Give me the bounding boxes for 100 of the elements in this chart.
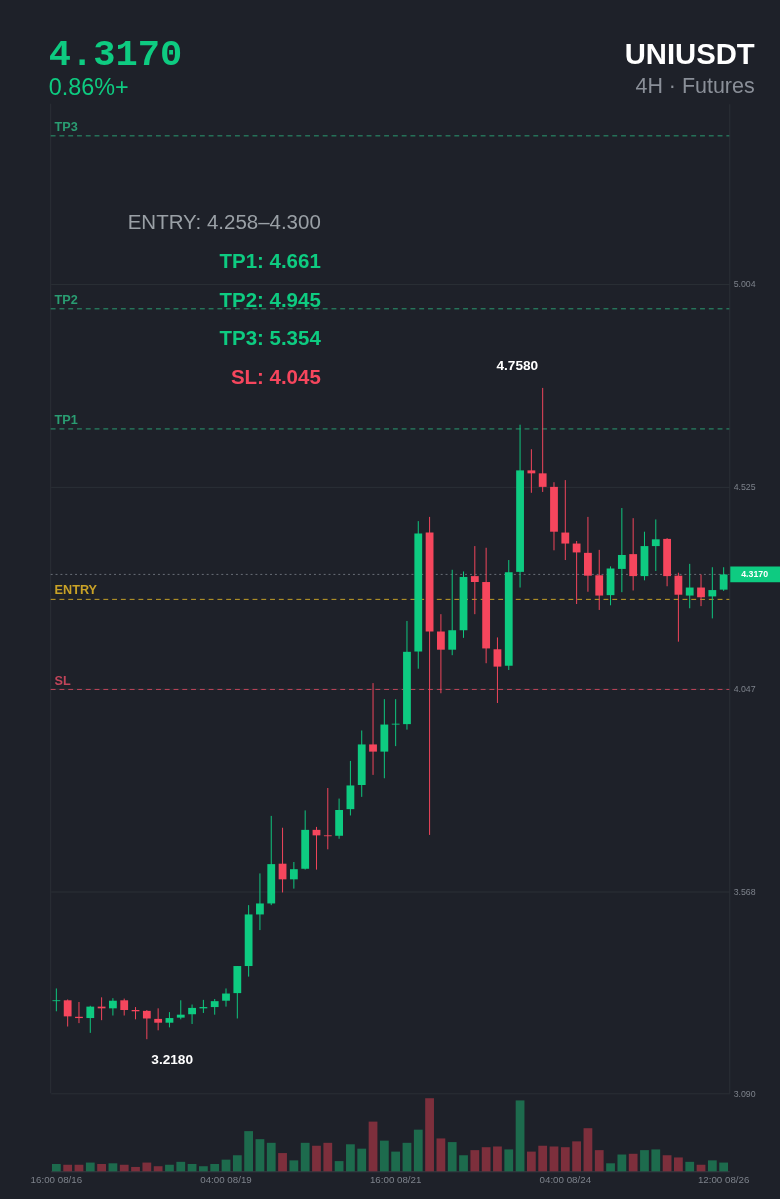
bar xyxy=(244,1131,254,1172)
bar xyxy=(51,1164,61,1172)
candlestick xyxy=(346,760,355,816)
bar xyxy=(357,1148,367,1172)
bar xyxy=(560,1147,570,1172)
bar xyxy=(131,1166,140,1172)
bar xyxy=(707,1160,717,1172)
candlestick xyxy=(369,682,377,776)
candlestick xyxy=(685,563,694,609)
bar xyxy=(662,1155,672,1172)
bar xyxy=(153,1166,163,1172)
annotation: ENTRY: 4.258–4.300 xyxy=(127,210,321,234)
bar xyxy=(108,1163,118,1172)
candlestick xyxy=(674,572,683,643)
y-tick-label: 3.568 xyxy=(733,886,756,897)
candlestick xyxy=(708,566,717,619)
bar xyxy=(210,1164,220,1172)
chart-title: UNIUSDT xyxy=(624,37,755,70)
candlestick xyxy=(527,448,536,494)
candlestick xyxy=(617,507,626,593)
bar xyxy=(583,1128,593,1172)
bar xyxy=(119,1164,129,1172)
bar xyxy=(481,1147,491,1172)
text: 0.86%+ xyxy=(48,73,129,100)
bar xyxy=(549,1146,559,1172)
candlestick xyxy=(584,516,592,593)
candlestick xyxy=(256,872,264,931)
annotation: 4.7580 xyxy=(496,358,539,374)
bar xyxy=(685,1161,695,1172)
bar xyxy=(447,1142,457,1172)
bar xyxy=(413,1129,423,1172)
candlestick xyxy=(436,613,445,694)
bar xyxy=(97,1164,106,1172)
candlestick xyxy=(697,573,705,607)
candlestick xyxy=(289,861,298,890)
ref-line-label: TP1 xyxy=(54,413,78,428)
candlestick xyxy=(651,518,660,572)
candlestick xyxy=(188,1004,196,1025)
bar xyxy=(85,1162,95,1172)
bar xyxy=(199,1166,208,1172)
ref-line-label: ENTRY xyxy=(54,583,98,598)
bar xyxy=(255,1139,265,1172)
x-tick-label: 04:00 08/24 xyxy=(539,1173,592,1185)
bar xyxy=(504,1149,514,1172)
bar xyxy=(266,1142,276,1172)
candlestick xyxy=(572,540,581,605)
ref-line-label: 4.3170 xyxy=(741,569,769,580)
candlestick xyxy=(493,636,502,704)
candlestick xyxy=(470,545,479,615)
x-tick-label: 04:00 08/19 xyxy=(200,1173,252,1185)
bar xyxy=(674,1157,683,1172)
y-tick-label: 4.525 xyxy=(733,481,756,492)
bar xyxy=(628,1153,638,1172)
bar xyxy=(289,1160,299,1172)
candlestick xyxy=(142,1009,151,1040)
ref-line-label: SL xyxy=(54,673,72,688)
bar xyxy=(538,1145,548,1172)
y-tick-label: 5.004 xyxy=(733,279,756,290)
bar xyxy=(379,1140,389,1172)
ref-line-label: TP3 xyxy=(54,119,78,134)
bar xyxy=(300,1142,310,1172)
bar xyxy=(493,1146,502,1172)
candlestick xyxy=(222,987,230,1008)
bar xyxy=(651,1149,661,1172)
candlestick xyxy=(323,787,332,850)
bar xyxy=(63,1164,73,1172)
bar xyxy=(176,1161,186,1172)
bar xyxy=(572,1141,581,1172)
candlestick xyxy=(391,698,400,747)
bar xyxy=(459,1155,468,1172)
bar xyxy=(515,1100,525,1172)
candlestick xyxy=(154,1007,163,1031)
candlestick xyxy=(176,999,185,1020)
bar xyxy=(719,1162,729,1172)
bar xyxy=(346,1144,355,1172)
y-tick-label: 3.090 xyxy=(733,1088,756,1099)
annotation: SL: 4.045 xyxy=(230,364,321,388)
bar xyxy=(594,1150,604,1172)
bar xyxy=(402,1142,412,1172)
bar xyxy=(606,1163,615,1172)
y-tick-label: 4.047 xyxy=(733,684,756,695)
bar xyxy=(617,1154,627,1172)
candlestick xyxy=(595,549,604,611)
candlestick xyxy=(561,479,570,561)
candlestick xyxy=(719,566,728,592)
annotation: 3.2180 xyxy=(151,1051,194,1067)
bar xyxy=(312,1145,321,1172)
x-tick-label: 16:00 08/21 xyxy=(369,1173,422,1185)
bar xyxy=(278,1153,287,1172)
bar xyxy=(391,1151,401,1172)
bar xyxy=(470,1150,480,1172)
text: 4.3170 xyxy=(48,33,183,76)
chart-subtitle: 4H · Futures xyxy=(635,73,755,98)
candlestick xyxy=(109,997,117,1017)
ref-line-label: TP2 xyxy=(54,292,78,307)
bar xyxy=(368,1121,378,1172)
bar xyxy=(526,1151,536,1172)
annotation: TP1: 4.661 xyxy=(219,249,321,272)
bar xyxy=(165,1164,174,1172)
x-tick-label: 16:00 08/16 xyxy=(30,1173,83,1185)
